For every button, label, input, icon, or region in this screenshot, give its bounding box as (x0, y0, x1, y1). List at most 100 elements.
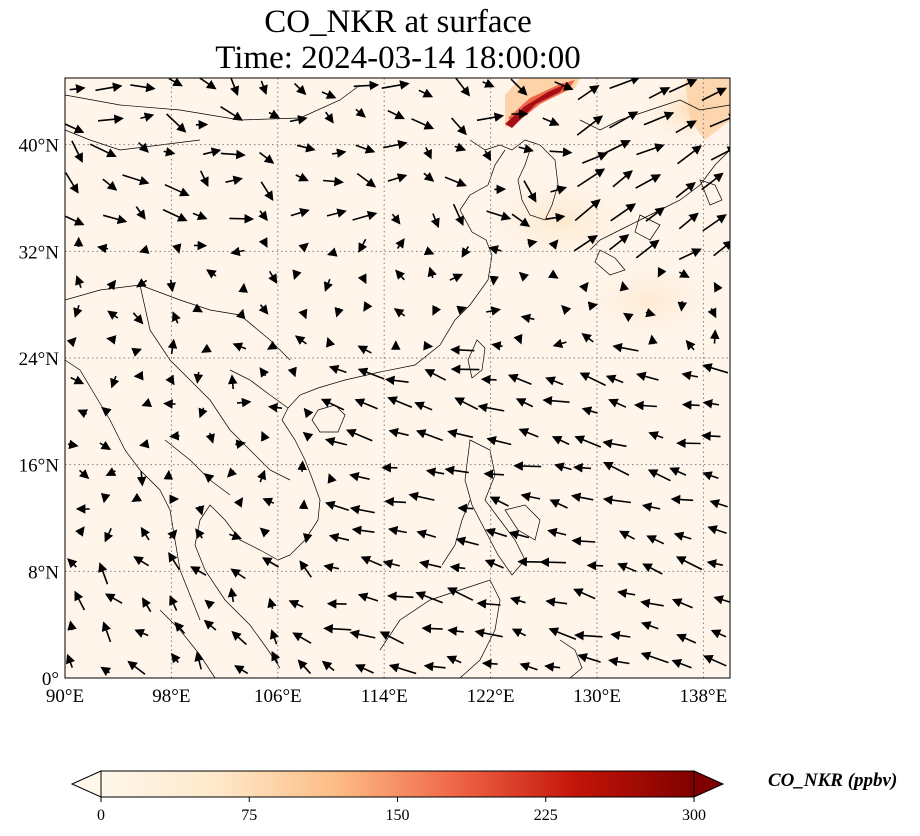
wind-arrow (106, 335, 117, 345)
wind-arrow (451, 117, 467, 136)
wind-arrow (258, 304, 269, 315)
wind-arrow (579, 372, 606, 387)
wind-arrow (136, 278, 148, 288)
wind-arrow (701, 172, 724, 191)
wind-arrow (618, 530, 635, 540)
wind-arrow (138, 142, 149, 153)
wind-arrow (456, 305, 467, 315)
wind-arrow (106, 279, 117, 291)
wind-arrow (98, 114, 124, 124)
wind-arrow (539, 557, 567, 568)
wind-arrow (703, 655, 727, 667)
wind-arrow (457, 503, 474, 514)
wind-arrow (384, 496, 407, 507)
wind-arrow (488, 245, 502, 255)
wind-arrow (483, 469, 504, 479)
wind-arrow (573, 588, 596, 600)
wind-arrow (65, 123, 85, 134)
wind-arrow (199, 170, 209, 187)
wind-arrow (408, 491, 435, 502)
wind-arrow (258, 80, 268, 96)
wind-arrow (602, 495, 632, 505)
wind-arrow (162, 208, 188, 222)
wind-arrow (542, 395, 570, 406)
wind-arrow (297, 659, 312, 675)
wind-arrow (295, 172, 309, 182)
wind-arrow (101, 406, 112, 417)
wind-arrow (267, 402, 283, 413)
wind-arrow (292, 632, 312, 644)
wind-arrow (643, 111, 675, 126)
wind-arrow (260, 181, 274, 201)
wind-arrow (140, 526, 150, 541)
wind-arrow (430, 213, 440, 229)
wind-arrow (104, 593, 123, 604)
wind-arrow (509, 596, 526, 606)
wind-arrow (545, 212, 566, 223)
wind-arrow (481, 658, 498, 669)
wind-arrow (602, 461, 630, 476)
wind-arrow (354, 398, 378, 410)
wind-arrow (73, 305, 83, 318)
wind-arrow (135, 206, 146, 220)
wind-arrow (334, 306, 344, 318)
x-tick-label: 106°E (254, 686, 302, 707)
wind-arrow (174, 621, 186, 634)
wind-arrow (511, 213, 531, 228)
wind-arrow (549, 147, 573, 157)
wind-arrow (168, 78, 183, 87)
wind-arrow (259, 527, 271, 538)
wind-arrow (107, 310, 119, 320)
wind-arrow (390, 213, 401, 225)
wind-arrow (489, 496, 509, 507)
wind-arrow (610, 630, 631, 641)
wind-arrow (545, 376, 564, 386)
wind-arrow (227, 374, 238, 390)
wind-arrow (136, 471, 147, 487)
wind-arrow (354, 664, 374, 674)
map-title: CO_NKR at surface Time: 2024-03-14 18:00… (0, 4, 796, 76)
wind-arrow (323, 176, 344, 187)
wind-arrow (259, 367, 269, 378)
wind-arrow (169, 430, 180, 441)
wind-arrow (542, 117, 560, 126)
wind-arrow (508, 530, 530, 540)
wind-arrow (395, 269, 406, 281)
wind-arrow (548, 239, 559, 250)
wind-arrow (220, 106, 244, 121)
colorbar-tick-label: 300 (682, 807, 706, 824)
x-tick-label: 98°E (152, 686, 190, 707)
wind-arrow (527, 238, 538, 249)
wind-arrow (647, 469, 671, 482)
wind-arrow (98, 562, 109, 585)
wind-arrow (65, 215, 85, 226)
wind-arrow (491, 341, 503, 351)
wind-arrow (203, 147, 222, 157)
wind-arrow (548, 627, 577, 641)
wind-arrow (381, 80, 410, 90)
wind-arrow (415, 429, 443, 442)
x-tick-label: 138°E (680, 686, 728, 707)
wind-arrow (645, 308, 656, 318)
wind-arrow (74, 590, 86, 611)
wind-arrow (165, 374, 175, 386)
title-line-1: CO_NKR at surface (264, 4, 532, 40)
wind-arrow (706, 559, 724, 569)
wind-arrow (203, 619, 217, 631)
wind-arrow (141, 398, 153, 407)
wind-arrow (230, 246, 245, 257)
wind-arrow (444, 176, 467, 187)
wind-arrow (671, 598, 693, 609)
wind-arrow (677, 145, 702, 165)
wind-arrow (323, 278, 333, 292)
wind-arrow (681, 400, 700, 410)
wind-arrow (636, 143, 665, 156)
wind-arrow (65, 172, 79, 194)
wind-arrow (69, 84, 86, 94)
wind-arrow (634, 400, 657, 411)
wind-arrow (702, 214, 727, 232)
wind-arrow (511, 628, 527, 638)
wind-arrow (171, 311, 181, 324)
wind-arrow (609, 111, 639, 129)
wind-arrow (66, 336, 77, 348)
